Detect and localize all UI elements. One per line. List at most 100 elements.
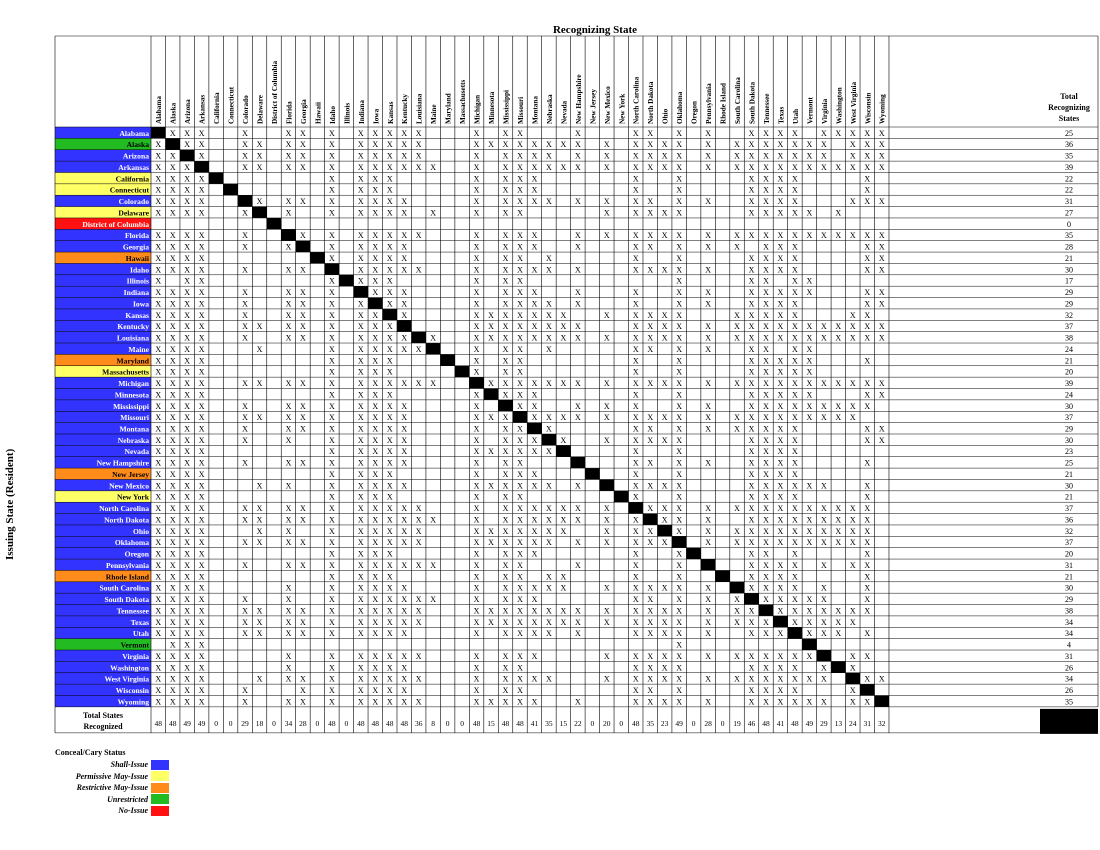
recognition-mark: X xyxy=(184,243,190,252)
total-recognized-value: 13 xyxy=(835,719,843,728)
recognition-mark: X xyxy=(792,606,798,615)
recognition-mark: X xyxy=(705,129,711,138)
recognition-mark: X xyxy=(358,379,364,388)
recognition-mark: X xyxy=(792,277,798,286)
recognition-mark: X xyxy=(474,504,480,513)
recognition-mark: X xyxy=(575,231,581,240)
row-header: Texas xyxy=(131,618,149,627)
recognition-mark: X xyxy=(662,618,668,627)
row-header: District of Columbia xyxy=(82,220,149,229)
recognition-mark: X xyxy=(676,572,682,581)
total-recognized-value: 48 xyxy=(154,719,162,728)
recognition-mark: X xyxy=(170,606,176,615)
recognition-mark: X xyxy=(329,572,335,581)
total-recognized-value: 49 xyxy=(183,719,191,728)
diagonal-cell xyxy=(628,502,643,514)
recognition-mark: X xyxy=(184,561,190,570)
recognition-mark: X xyxy=(850,231,856,240)
row-header: West Virginia xyxy=(104,675,149,684)
recognition-mark: X xyxy=(835,527,841,536)
recognition-mark: X xyxy=(763,493,769,502)
recognition-mark: X xyxy=(387,447,393,456)
recognition-mark: X xyxy=(879,152,885,161)
column-header: Hawaii xyxy=(314,102,322,124)
recognition-mark: X xyxy=(199,140,205,149)
recognition-mark: X xyxy=(676,515,682,524)
recognition-mark: X xyxy=(561,527,567,536)
recognition-mark: X xyxy=(734,231,740,240)
recognition-mark: X xyxy=(300,618,306,627)
total-recognizing-value: 22 xyxy=(1065,186,1073,195)
total-recognized-value: 0 xyxy=(460,719,464,728)
recognition-mark: X xyxy=(517,231,523,240)
recognition-mark: X xyxy=(387,675,393,684)
recognition-mark: X xyxy=(474,129,480,138)
recognition-mark: X xyxy=(792,493,798,502)
total-recognizing-value: 30 xyxy=(1065,402,1073,411)
recognition-mark: X xyxy=(850,527,856,536)
diagonal-cell xyxy=(556,445,571,457)
recognition-mark: X xyxy=(358,390,364,399)
recognition-mark: X xyxy=(358,504,364,513)
column-header: Louisiana xyxy=(416,93,424,124)
recognition-mark: X xyxy=(633,515,639,524)
recognition-mark: X xyxy=(778,663,784,672)
recognition-mark: X xyxy=(286,334,292,343)
column-header: Mississippi xyxy=(503,90,511,124)
row-header: Minnesota xyxy=(115,390,149,399)
recognition-mark: X xyxy=(358,174,364,183)
recognition-mark: X xyxy=(474,254,480,263)
recognition-mark: X xyxy=(257,345,263,354)
recognition-mark: X xyxy=(329,595,335,604)
recognition-mark: X xyxy=(749,652,755,661)
recognition-mark: X xyxy=(763,663,769,672)
recognition-mark: X xyxy=(170,504,176,513)
recognition-mark: X xyxy=(372,493,378,502)
recognition-mark: X xyxy=(184,595,190,604)
recognition-mark: X xyxy=(749,504,755,513)
recognition-mark: X xyxy=(358,152,364,161)
recognition-mark: X xyxy=(806,697,812,706)
recognition-mark: X xyxy=(387,152,393,161)
recognition-mark: X xyxy=(749,186,755,195)
recognition-mark: X xyxy=(184,254,190,263)
recognition-mark: X xyxy=(792,618,798,627)
recognition-mark: X xyxy=(749,379,755,388)
recognition-mark: X xyxy=(806,356,812,365)
diagonal-cell xyxy=(599,479,615,491)
diagonal-cell xyxy=(802,638,817,651)
recognition-mark: X xyxy=(532,515,538,524)
diagonal-cell xyxy=(642,513,658,525)
recognition-mark: X xyxy=(416,595,422,604)
recognition-mark: X xyxy=(329,493,335,502)
recognition-mark: X xyxy=(850,663,856,672)
recognition-mark: X xyxy=(749,493,755,502)
row-status-fill xyxy=(55,672,151,685)
recognition-mark: X xyxy=(850,561,856,570)
recognition-mark: X xyxy=(155,140,161,149)
recognition-mark: X xyxy=(647,140,653,149)
recognition-mark: X xyxy=(705,538,711,547)
recognition-mark: X xyxy=(329,356,335,365)
recognition-mark: X xyxy=(199,550,205,559)
recognition-mark: X xyxy=(358,629,364,638)
recognition-mark: X xyxy=(604,231,610,240)
recognition-mark: X xyxy=(257,140,263,149)
recognition-mark: X xyxy=(676,436,682,445)
recognition-mark: X xyxy=(517,515,523,524)
recognition-mark: X xyxy=(474,208,480,217)
recognition-mark: X xyxy=(763,197,769,206)
recognition-mark: X xyxy=(517,254,523,263)
diagonal-cell xyxy=(223,183,238,196)
recognition-mark: X xyxy=(300,697,306,706)
recognition-mark: X xyxy=(850,152,856,161)
total-recognized-value: 34 xyxy=(285,719,293,728)
recognition-mark: X xyxy=(734,606,740,615)
total-recognizing-value: 29 xyxy=(1065,424,1073,433)
recognition-mark: X xyxy=(532,140,538,149)
recognition-mark: X xyxy=(474,390,480,399)
recognition-mark: X xyxy=(806,538,812,547)
recognition-mark: X xyxy=(199,265,205,274)
recognition-mark: X xyxy=(633,334,639,343)
recognition-mark: X xyxy=(474,584,480,593)
